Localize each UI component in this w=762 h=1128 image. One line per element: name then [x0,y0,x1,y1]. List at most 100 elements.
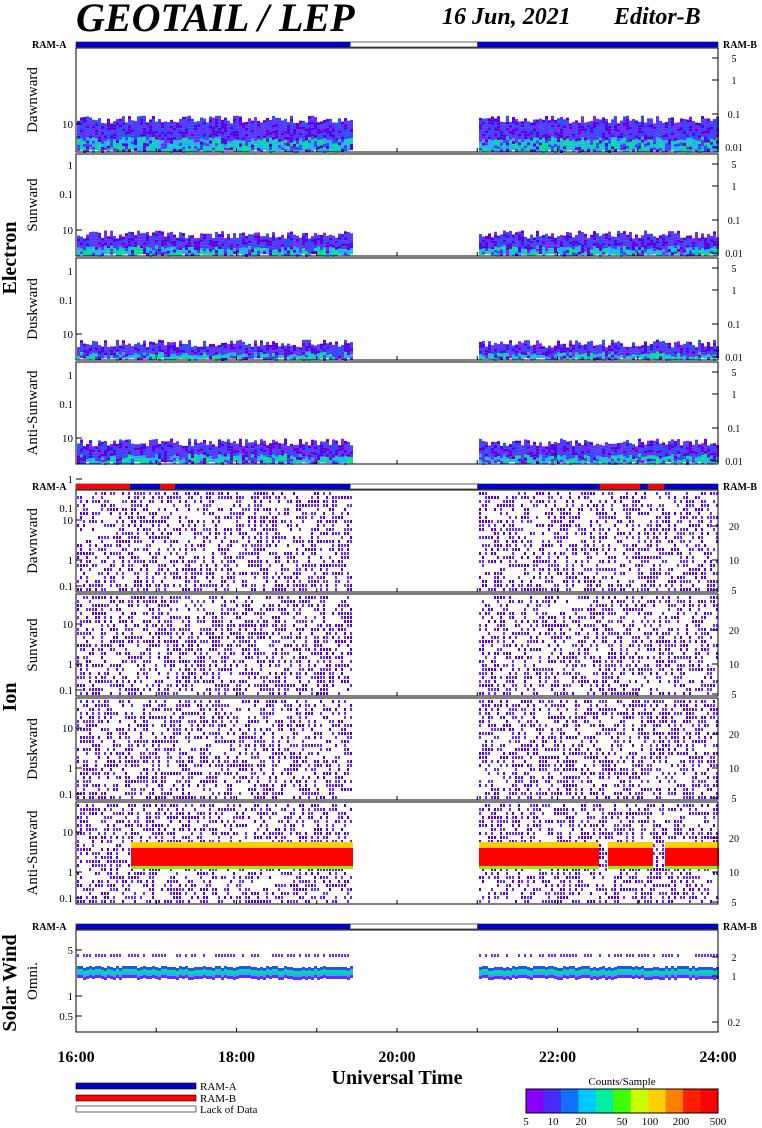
y-tick-left-label: 1 [68,867,74,879]
y-tick-right-label: 0.2 [728,1018,741,1029]
panel-label: Dawnward [25,67,41,133]
y-tick-left-label: 10 [62,225,74,237]
y-tick-right-label: 0.1 [728,216,741,227]
y-tick-left-label: 10 [62,329,74,341]
y-tick-right-label: 0.01 [725,249,743,260]
ram-bar-segment-a [76,484,351,489]
colorbar-segment [595,1089,614,1113]
y-tick-right-label: 0.1 [728,110,741,121]
panel-ion-anti-sunward: 10 1 0.1 20 10 5 Anti-Sunward [25,801,739,909]
y-tick-left-label: 1 [68,370,74,382]
y-tick-right-label: 5 [732,160,737,171]
colorbar-tick-label: 20 [576,1116,588,1128]
x-tick-label: 24:00 [699,1049,736,1066]
legend-label: RAM-B [200,1093,236,1105]
ram-bar-segment-b [160,484,175,489]
y-tick-right-label: 10 [729,660,739,671]
y-tick-left-label: 10 [62,119,74,131]
colorbar-segment [578,1089,597,1113]
y-tick-right-label: 0.1 [728,424,741,435]
legend-swatch [75,1082,197,1090]
spectrogram-cells [77,700,718,799]
ram-a-label: RAM-A [32,922,67,933]
colorbar-tick-label: 200 [673,1116,690,1128]
panel-electron-duskward: 10 1 0.1 5 1 0.1 0.01 Duskward [25,257,743,411]
spectrogram-cells [77,438,719,465]
colorbar-segment [560,1089,579,1113]
colorbar-tick-label: 50 [617,1116,629,1128]
y-tick-left-label: 0.1 [59,789,73,801]
spectrogram-cells [77,339,719,361]
panel-label: Sunward [25,618,41,672]
group-label-solar-wind: Solar Wind [0,934,21,1031]
ram-b-label: RAM-B [723,922,757,933]
colorbar-segment [683,1089,702,1113]
panel-label: Omni. [25,962,41,1000]
x-tick-label: 18:00 [218,1049,255,1066]
y-tick-right-label: 20 [729,522,739,533]
panel-ion-dawnward: 10 1 0.1 20 10 5 Dawnward [25,489,739,597]
colorbar-tick-label: 5 [523,1116,529,1128]
y-tick-left-label: 5 [68,945,74,957]
y-tick-right-label: 0.01 [725,353,743,364]
y-tick-right-label: 1 [732,76,737,87]
spectrogram-cells [77,230,719,257]
panel-label: Dawnward [25,508,41,574]
colorbar-segment [665,1089,684,1113]
y-tick-left-label: 0.1 [59,893,73,905]
y-tick-right-label: 0.01 [725,143,743,154]
ram-bar-segment-b [648,484,664,489]
x-tick-label: 22:00 [539,1049,576,1066]
y-tick-left-label: 0.1 [59,399,73,411]
y-tick-right-label: 0.01 [725,457,743,468]
y-tick-right-label: 20 [729,730,739,741]
spectrogram-cells [77,115,719,153]
y-tick-right-label: 1 [732,182,737,193]
y-tick-right-label: 10 [729,868,739,879]
y-tick-left-label: 0.1 [59,295,73,307]
legend-swatch [75,1105,197,1113]
ram-bar-segment-b [76,484,130,489]
panel-electron-dawnward: 10 1 0.1 5 1 0.1 0.01 Dawnward [25,47,743,201]
y-tick-right-label: 1 [732,390,737,401]
y-tick-right-label: 5 [732,586,737,597]
y-tick-left-label: 10 [62,619,74,631]
spectrogram-cells [77,804,719,903]
ram-b-label: RAM-B [723,40,757,51]
y-tick-left-label: 10 [62,433,74,445]
y-tick-left-label: 0.5 [59,1011,73,1023]
y-tick-right-label: 5 [732,690,737,701]
panel-background [76,930,718,1032]
y-tick-left-label: 0.1 [59,503,73,515]
ram-bar-segment-a [76,924,351,929]
y-tick-left-label: 0.1 [59,685,73,697]
colorbar-tick-label: 500 [710,1116,727,1128]
colorbar-tick-label: 10 [548,1116,560,1128]
y-tick-right-label: 1 [732,286,737,297]
y-tick-right-label: 5 [732,368,737,379]
panel-label: Anti-Sunward [25,810,41,895]
y-tick-left-label: 10 [62,723,74,735]
panel-label: Sunward [25,178,41,232]
panel-label: Duskward [25,278,41,340]
chart-title: GEOTAIL / LEP [76,0,355,41]
y-tick-left-label: 10 [62,827,74,839]
x-axis-label: Universal Time [332,1067,463,1089]
colorbar-segment [700,1089,719,1113]
y-tick-right-label: 20 [729,834,739,845]
y-tick-right-label: 20 [729,626,739,637]
ram-bar-segment-b [600,484,640,489]
y-tick-right-label: 2 [732,953,737,964]
y-tick-right-label: 5 [732,898,737,909]
group-label-ion: Ion [0,683,21,712]
y-tick-right-label: 0.1 [728,320,741,331]
ram-a-label: RAM-A [32,482,67,493]
y-tick-left-label: 1 [68,659,74,671]
legend-label: RAM-A [200,1081,237,1093]
panel-ion-sunward: 10 1 0.1 20 10 5 Sunward [25,593,739,701]
y-tick-right-label: 10 [729,556,739,567]
y-tick-right-label: 1 [732,972,737,983]
y-tick-right-label: 5 [732,54,737,65]
y-tick-right-label: 5 [732,794,737,805]
y-tick-left-label: 0.1 [59,189,73,201]
